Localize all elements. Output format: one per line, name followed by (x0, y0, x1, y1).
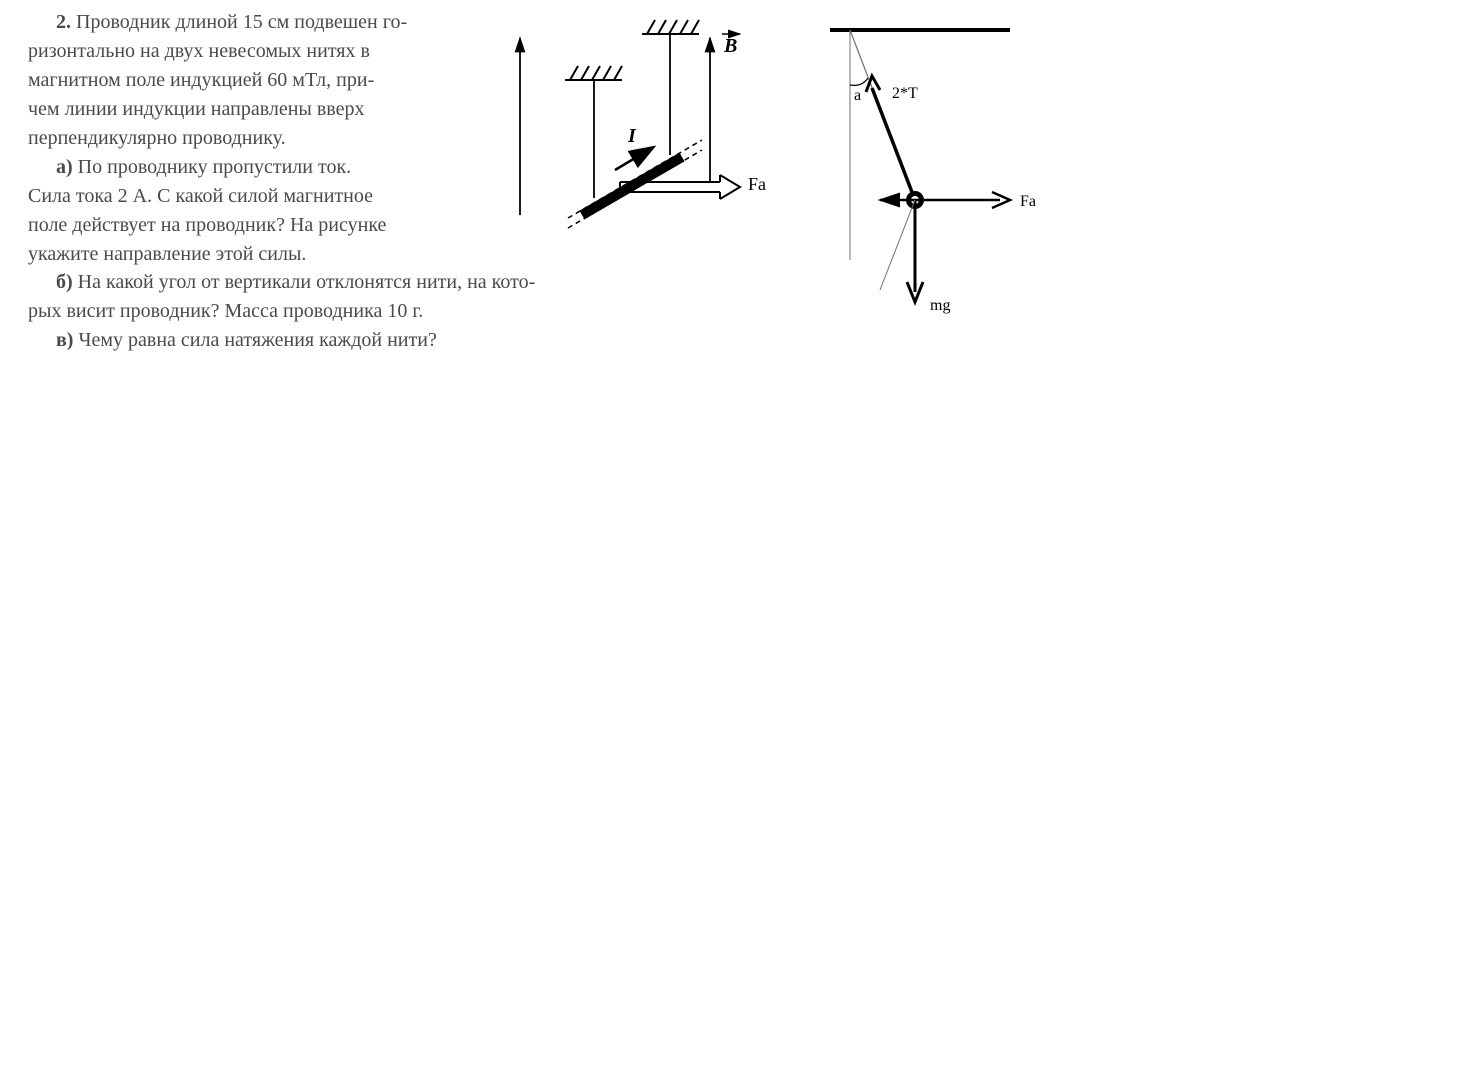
para1-line4: чем линии индукции направлены вверх (28, 98, 365, 120)
diagram-force-body: a 2*T Fa mg (830, 20, 1060, 320)
problem-number: 2. (56, 11, 71, 33)
hatch-right (642, 20, 699, 34)
para1-line3: магнитном поле индукцией 60 мТл, при- (28, 69, 374, 91)
angle-arc (850, 78, 868, 85)
part-c-label: в) (56, 329, 73, 351)
problem-text-upper: 2. Проводник длиной 15 см подвешен го- р… (28, 8, 508, 269)
part-a-line4: укажите направление этой силы. (28, 243, 306, 265)
para1-line1: Проводник длиной 15 см подвешен го- (76, 11, 407, 33)
resultant-line (880, 200, 915, 290)
label-mg: mg (930, 297, 950, 314)
part-b-line2: рых висит проводник? Масса проводника 10… (28, 300, 423, 322)
label-I: I (627, 125, 637, 147)
label-Fa2: Fa (1020, 193, 1036, 210)
part-a-label: а) (56, 156, 73, 178)
label-B: B (723, 35, 737, 57)
label-Fa: Fa (748, 174, 766, 194)
conductor-bar (582, 157, 682, 215)
diagram-field-setup: B I Fa (510, 10, 800, 260)
para1-line2: ризонтально на двух невесомых нитях в (28, 40, 370, 62)
part-b-label: б) (56, 271, 73, 293)
label-angle-a: a (854, 87, 861, 104)
hatch-left (565, 66, 622, 80)
page-content: 2. Проводник длиной 15 см подвешен го- р… (0, 0, 1473, 1092)
part-c-text: Чему равна сила натяжения каждой нити? (78, 329, 436, 351)
label-2T: 2*T (892, 85, 918, 102)
para1-line5: перпендикулярно проводнику. (28, 127, 286, 149)
tension-vector (872, 88, 915, 200)
diagram1-svg: B I Fa (510, 10, 800, 270)
part-a-line3: поле действует на проводник? На рисунке (28, 214, 386, 236)
current-arrow (615, 148, 652, 170)
diagram2-svg: a 2*T Fa mg (830, 20, 1060, 330)
part-b-line1: На какой угол от вертикали отклонятся ни… (78, 271, 536, 293)
part-a-line1: По проводнику пропустили ток. (78, 156, 352, 178)
part-a-line2: Сила тока 2 А. С какой силой магнитное (28, 185, 373, 207)
problem-text-lower: б) На какой угол от вертикали отклонятся… (28, 268, 788, 355)
